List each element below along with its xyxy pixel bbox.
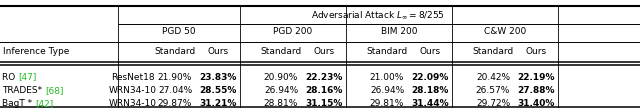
Text: PGD 200: PGD 200 xyxy=(273,27,312,36)
Text: 23.83%: 23.83% xyxy=(199,72,237,82)
Text: WRN34-10: WRN34-10 xyxy=(109,99,157,108)
Text: [47]: [47] xyxy=(18,72,36,82)
Text: [68]: [68] xyxy=(45,86,63,95)
Text: Ours: Ours xyxy=(525,47,547,56)
Text: Ours: Ours xyxy=(207,47,228,56)
Text: Standard: Standard xyxy=(472,47,514,56)
Text: Ours: Ours xyxy=(419,47,440,56)
Text: RO: RO xyxy=(2,72,18,82)
Text: Standard: Standard xyxy=(260,47,301,56)
Text: 27.04%: 27.04% xyxy=(158,86,192,95)
Text: [42]: [42] xyxy=(35,99,53,108)
Text: 20.42%: 20.42% xyxy=(476,72,510,82)
Text: TRADES*: TRADES* xyxy=(2,86,45,95)
Text: 29.81%: 29.81% xyxy=(370,99,404,108)
Text: 31.21%: 31.21% xyxy=(199,99,237,108)
Text: 21.90%: 21.90% xyxy=(158,72,192,82)
Text: 28.55%: 28.55% xyxy=(199,86,237,95)
Text: Ours: Ours xyxy=(314,47,335,56)
Text: BagT *: BagT * xyxy=(2,99,35,108)
Text: 29.72%: 29.72% xyxy=(476,99,510,108)
Text: C&W 200: C&W 200 xyxy=(484,27,526,36)
Text: 26.57%: 26.57% xyxy=(476,86,510,95)
Text: 27.88%: 27.88% xyxy=(517,86,555,95)
Text: 26.94%: 26.94% xyxy=(264,86,298,95)
Text: 20.90%: 20.90% xyxy=(264,72,298,82)
Text: 28.18%: 28.18% xyxy=(412,86,449,95)
Text: Inference Type: Inference Type xyxy=(3,47,69,56)
Text: ResNet18: ResNet18 xyxy=(111,72,155,82)
Text: 28.16%: 28.16% xyxy=(305,86,342,95)
Text: 31.40%: 31.40% xyxy=(517,99,555,108)
Text: 26.94%: 26.94% xyxy=(370,86,404,95)
Text: 29.87%: 29.87% xyxy=(158,99,192,108)
Text: Adversarial Attack $L_{\infty} = 8/255$: Adversarial Attack $L_{\infty} = 8/255$ xyxy=(311,9,445,21)
Text: 31.15%: 31.15% xyxy=(305,99,342,108)
Text: 28.81%: 28.81% xyxy=(264,99,298,108)
Text: 31.44%: 31.44% xyxy=(411,99,449,108)
Text: 21.00%: 21.00% xyxy=(370,72,404,82)
Text: 22.09%: 22.09% xyxy=(412,72,449,82)
Text: Standard: Standard xyxy=(154,47,196,56)
Text: WRN34-10: WRN34-10 xyxy=(109,86,157,95)
Text: BIM 200: BIM 200 xyxy=(381,27,417,36)
Text: 22.23%: 22.23% xyxy=(305,72,342,82)
Text: 22.19%: 22.19% xyxy=(517,72,555,82)
Text: Standard: Standard xyxy=(366,47,408,56)
Text: PGD 50: PGD 50 xyxy=(162,27,196,36)
